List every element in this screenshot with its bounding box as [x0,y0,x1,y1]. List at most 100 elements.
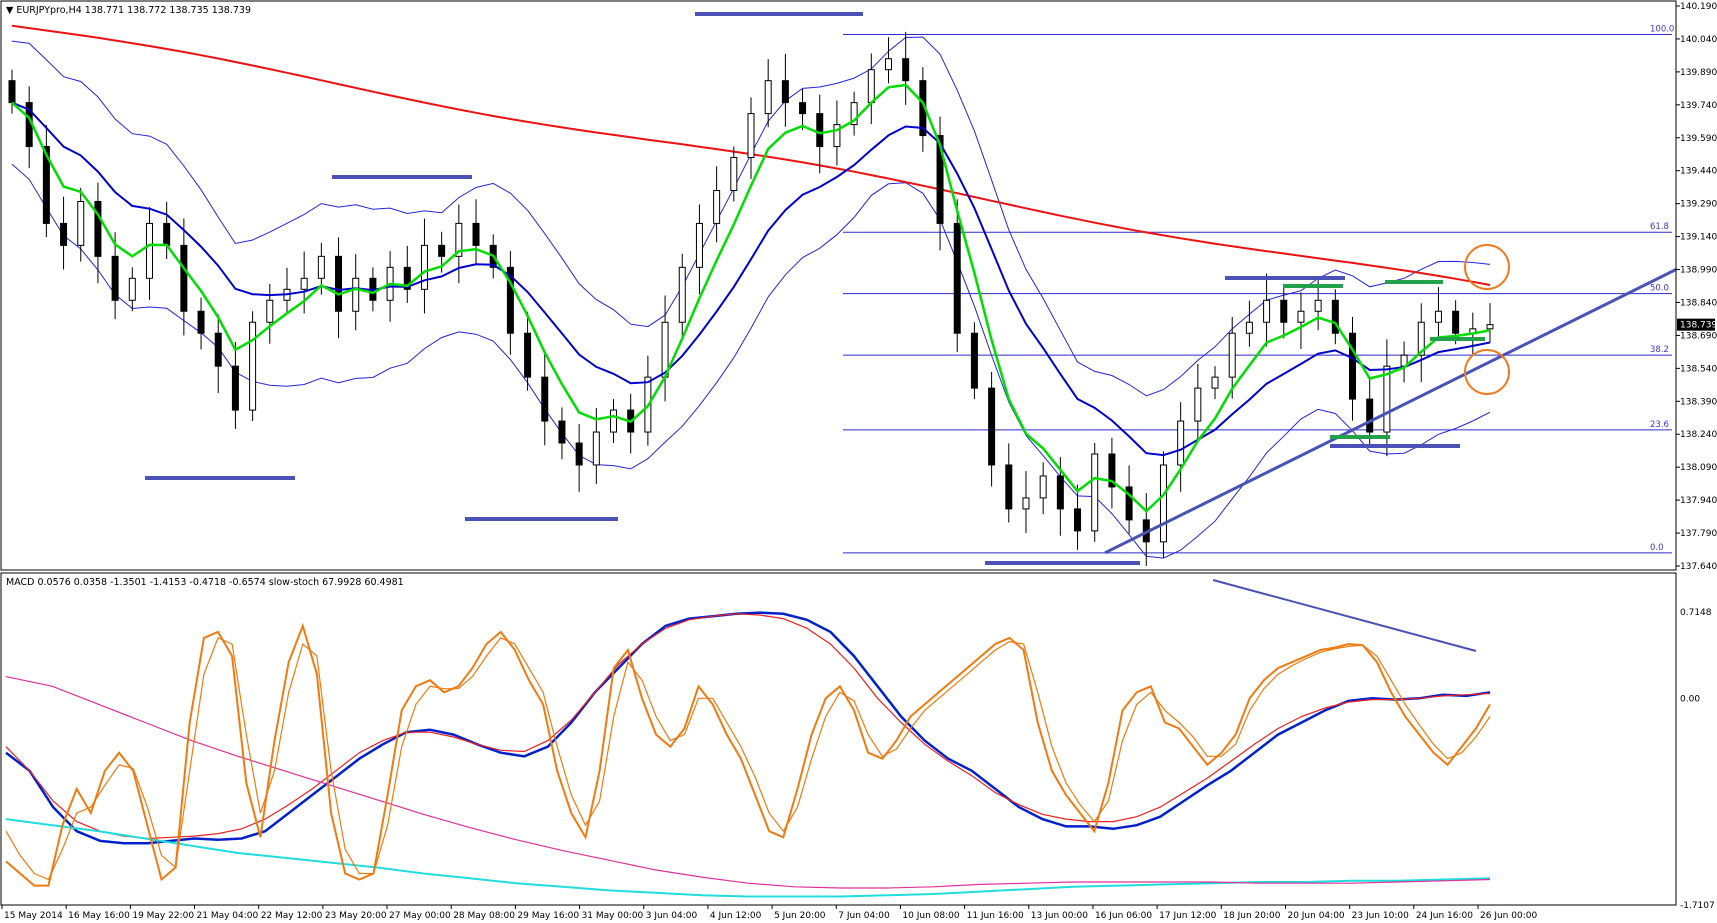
bear-candle [902,58,910,82]
bear-candle [1366,398,1374,433]
time-tick-label: 15 May 2014 [4,911,63,921]
bull-candle [266,299,274,323]
slow-ema-line [11,101,1491,457]
bull-candle [867,69,875,104]
bull-candle [850,102,858,126]
time-tick-label: 18 Jun 20:00 [1223,911,1280,921]
ohlc-readout: 138.771 138.772 138.735 138.739 [85,5,251,16]
bull-candle [1091,453,1099,532]
price-tick-label: 138.390 [1680,397,1717,407]
indicator-tick-label: -1.7107 [1680,901,1715,911]
price-tick-label: 137.940 [1680,496,1717,506]
time-tick-label: 4 Jun 12:00 [710,911,762,921]
price-tick-label: 139.290 [1680,200,1717,210]
bull-candle [610,409,618,433]
fast-ema-line [11,83,1491,513]
bull-candle [1022,497,1030,510]
bear-candle [1452,310,1460,334]
time-tick-label: 29 May 16:00 [517,911,579,921]
bear-candle [180,244,188,312]
bull-candle [352,277,360,312]
bull-candle [1159,464,1167,543]
price-tick-label: 140.040 [1680,35,1717,45]
time-tick-label: 27 May 00:00 [389,911,451,921]
bear-candle [524,332,532,378]
fib-label: 23.6 [1650,420,1669,430]
time-tick-label: 11 Jun 16:00 [967,911,1024,921]
bull-candle [1177,420,1185,466]
time-tick-label: 26 Jun 00:00 [1480,911,1537,921]
price-tick-label: 138.540 [1680,364,1717,374]
time-tick-label: 3 Jun 04:00 [646,911,698,921]
bear-candle [60,222,68,246]
time-tick-label: 23 May 20:00 [325,911,387,921]
bull-candle [1297,310,1305,323]
bull-candle [300,277,308,290]
time-tick-label: 24 Jun 16:00 [1416,911,1473,921]
bear-candle [1349,332,1357,400]
fibonacci-levels: 100.0 61.8 50.0 38.2 23.6 0.0 [843,25,1674,554]
bull-candle [1486,324,1494,330]
macd-signal-line [5,613,1491,840]
bull-candle [747,113,755,159]
bear-candle [163,222,171,246]
bull-candle [1211,376,1219,389]
bull-candle [1417,321,1425,356]
bear-candle [506,266,514,334]
bull-candle [1039,475,1047,499]
indicator-header: MACD 0.0576 0.0358 -1.3501 -1.4153 -0.47… [6,577,404,588]
time-tick-label: 19 May 22:00 [132,911,194,921]
magenta-line [5,676,1491,889]
indicator-axis: 0.7148 0.00 -1.7107 [1675,573,1715,911]
time-tick-label: 20 Jun 04:00 [1287,911,1344,921]
bull-candle [1314,299,1322,312]
price-tick-label: 137.640 [1680,562,1717,572]
bull-candle [678,266,686,323]
stoch-signal-line [5,637,1491,881]
bear-candle [988,387,996,466]
bear-candle [558,420,566,444]
trendline [1104,268,1677,555]
bear-candle [8,80,16,104]
bull-candle [661,321,669,378]
price-tick-label: 139.440 [1680,167,1717,177]
bear-candle [816,113,824,148]
divergence-line [1212,579,1477,652]
bear-candle [541,376,549,422]
bull-candle [249,321,257,411]
indicator-lines [5,579,1491,898]
price-tick-label: 138.090 [1680,463,1717,473]
time-tick-label: 23 Jun 10:00 [1352,911,1409,921]
bear-candle [403,266,411,290]
bear-candle [575,442,583,466]
indicator-tick-label: 0.00 [1680,694,1700,704]
time-tick-label: 10 Jun 08:00 [902,911,959,921]
price-axis: 140.190 140.040 139.890 139.740 139.590 139.4… [1675,1,1717,572]
bear-candle [94,200,102,257]
bear-candle [472,222,480,246]
bear-candle [1005,464,1013,510]
drawn-annotations [145,12,1677,565]
bull-candle [1434,310,1442,323]
bear-candle [1125,486,1133,521]
bear-candle [1108,453,1116,488]
time-tick-label: 7 Jun 04:00 [838,911,890,921]
price-tick-label: 139.140 [1680,233,1717,243]
price-tick-label: 138.840 [1680,298,1717,308]
price-tick-label: 139.890 [1680,68,1717,78]
bear-candle [953,222,961,334]
indicator-tick-label: 0.7148 [1680,608,1712,618]
price-panel: 100.0 61.8 50.0 38.2 23.6 0.0 ▼ EURJPYpro,H4 … [0,0,1717,572]
bear-candle [214,332,222,367]
bull-candle [713,189,721,224]
time-tick-label: 5 Jun 20:00 [774,911,826,921]
bear-candle [1280,299,1288,323]
bull-candle [592,431,600,466]
bear-candle [1331,299,1339,334]
bear-candle [438,244,446,257]
price-tick-label: 137.790 [1680,529,1717,539]
indicator-panel: MACD 0.0576 0.0358 -1.3501 -1.4153 -0.47… [0,572,1715,911]
bull-candle [1245,321,1253,334]
bull-candle [1263,299,1271,323]
bear-candle [1074,508,1082,532]
